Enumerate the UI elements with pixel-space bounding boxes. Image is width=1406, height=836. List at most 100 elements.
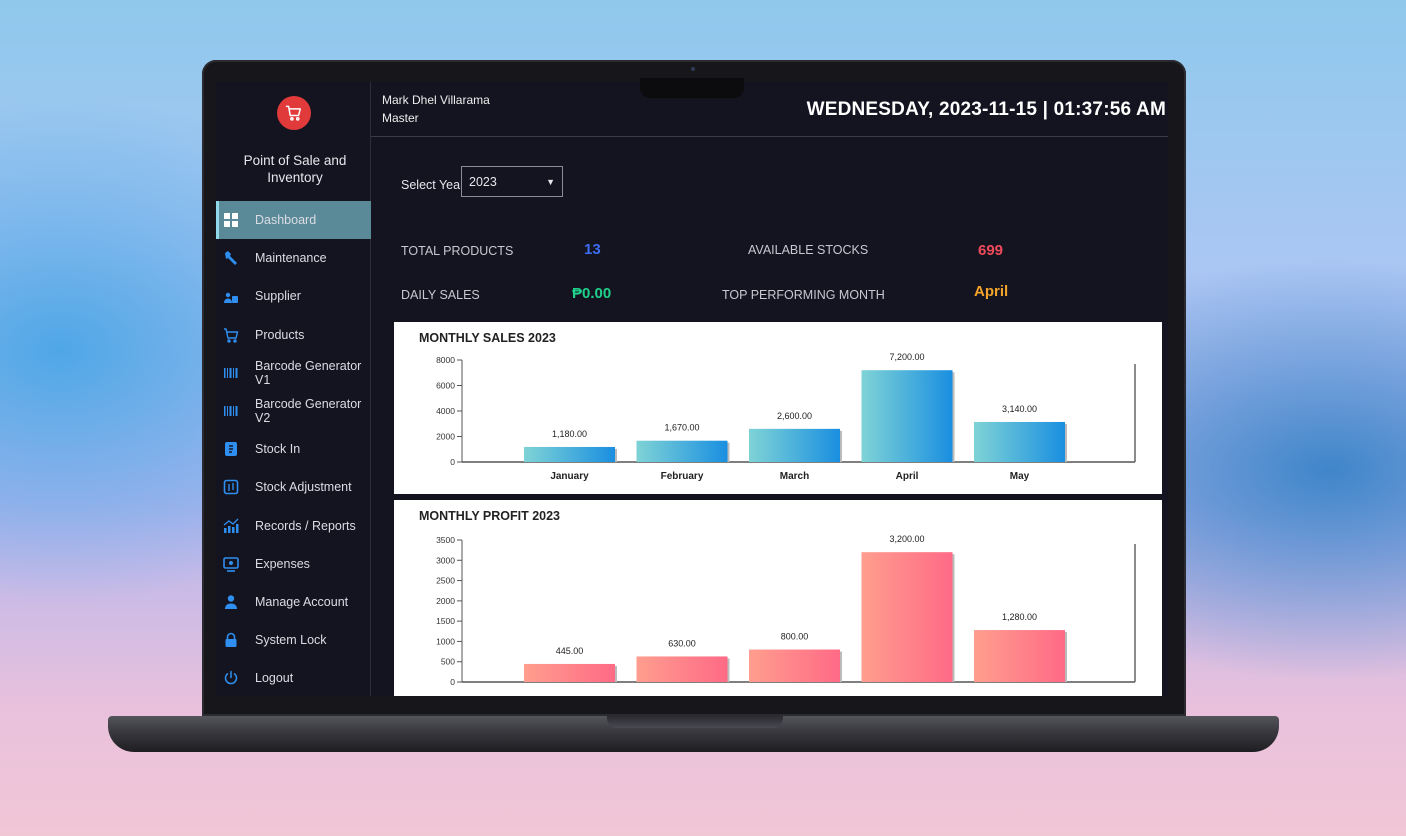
sidebar-item-label: Products: [255, 327, 305, 342]
sidebar-item-label: Stock In: [255, 442, 301, 457]
sidebar-item-label: Dashboard: [255, 213, 317, 228]
header: Mark Dhel Villarama Master WEDNESDAY, 20…: [371, 82, 1168, 137]
user-icon: [222, 593, 240, 611]
y-tick-label: 3000: [436, 555, 455, 565]
sidebar-item-products[interactable]: Products: [216, 316, 371, 354]
daily-sales-value: ₱0.00: [572, 285, 612, 302]
bar-may: [974, 630, 1065, 682]
dashboard-icon: [222, 211, 240, 229]
sidebar-item-label: Manage Account: [255, 594, 349, 609]
sidebar-item-logout[interactable]: Logout: [216, 659, 371, 696]
y-tick-label: 0: [450, 457, 455, 467]
sidebar-item-dashboard[interactable]: Dashboard: [216, 201, 371, 240]
daily-sales-label: DAILY SALES: [401, 288, 480, 302]
sidebar-item-label: Logout: [255, 671, 294, 686]
app-name: Point of Sale and Inventory: [243, 153, 347, 185]
app-window: Point of Sale and Inventory Dashboard Ma…: [216, 82, 1168, 696]
monthly-sales-chart: 0 2000 4000 6000 8000 1,180.00 January 1,670.00…: [394, 322, 1162, 494]
bar-january: [524, 446, 615, 462]
sidebar-item-label: Barcode Generator V2: [255, 397, 362, 426]
top-month-value: April: [974, 283, 1009, 300]
sidebar: Point of Sale and Inventory Dashboard Ma…: [216, 82, 371, 696]
wrench-icon: [222, 249, 240, 267]
y-tick-label: 4000: [436, 406, 455, 416]
sidebar-item-reports[interactable]: Records / Reports: [216, 507, 371, 545]
y-tick-label: 2500: [436, 576, 455, 586]
y-tick-label: 8000: [436, 355, 455, 365]
total-products-value: 13: [584, 241, 601, 258]
bar-may: [974, 421, 1065, 462]
available-stocks-label: AVAILABLE STOCKS: [748, 243, 869, 257]
year-select-value: 2023: [469, 174, 497, 189]
reports-icon: [222, 517, 240, 535]
x-tick-label: March: [780, 471, 809, 482]
select-year-label: Select Year: [401, 178, 465, 192]
sidebar-nav: Dashboard Maintenance Supplier Products …: [216, 201, 371, 696]
bar-march: [749, 428, 840, 462]
bar-april: [861, 370, 953, 462]
data-label: 800.00: [781, 632, 809, 642]
user-name: Mark Dhel Villarama: [382, 93, 490, 107]
data-label: 445.00: [556, 646, 584, 656]
data-label: 2,600.00: [777, 411, 812, 421]
power-icon: [222, 669, 240, 687]
data-label: 630.00: [668, 638, 696, 648]
stock-in-icon: [222, 440, 240, 458]
sidebar-item-stock-adjustment[interactable]: Stock Adjustment: [216, 468, 371, 506]
chevron-down-icon: ▼: [546, 176, 555, 187]
barcode-icon: [222, 364, 240, 382]
x-tick-label: May: [1010, 471, 1030, 482]
y-tick-label: 1000: [436, 636, 455, 646]
sidebar-item-system-lock[interactable]: System Lock: [216, 621, 371, 659]
expenses-icon: [222, 555, 240, 573]
y-tick-label: 3500: [436, 535, 455, 545]
cart-logo-icon: [277, 96, 311, 130]
bar-april: [861, 552, 953, 682]
dashboard-main: Select Year 2023 ▼ TOTAL PRODUCTS 13 AVA…: [371, 138, 1168, 696]
y-tick-label: 2000: [436, 432, 455, 442]
x-tick-label: January: [550, 471, 589, 482]
data-label: 7,200.00: [889, 352, 924, 362]
top-month-label: TOP PERFORMING MONTH: [722, 288, 885, 302]
data-label: 3,140.00: [1002, 404, 1037, 414]
sidebar-item-stock-in[interactable]: Stock In: [216, 430, 371, 468]
user-role: Master: [382, 111, 419, 125]
sidebar-item-expenses[interactable]: Expenses: [216, 545, 371, 583]
barcode-icon: [222, 402, 240, 420]
data-label: 3,200.00: [889, 534, 924, 544]
y-tick-label: 2000: [436, 596, 455, 606]
x-tick-label: February: [661, 471, 704, 482]
monthly-profit-chart: 0 500 1000 1500 2000 2500 3000 3500 445.00 630.00…: [394, 500, 1162, 696]
cart-icon: [222, 326, 240, 344]
data-label: 1,670.00: [664, 423, 699, 433]
sidebar-item-barcode-v1[interactable]: Barcode Generator V1: [216, 354, 371, 392]
data-label: 1,180.00: [552, 429, 587, 439]
available-stocks-value: 699: [978, 242, 1004, 259]
bar-february: [636, 656, 728, 682]
sidebar-item-manage-account[interactable]: Manage Account: [216, 583, 371, 621]
y-tick-label: 6000: [436, 381, 455, 391]
sidebar-item-barcode-v2[interactable]: Barcode Generator V2: [216, 392, 371, 430]
sidebar-item-supplier[interactable]: Supplier: [216, 277, 371, 315]
x-tick-label: April: [896, 471, 919, 482]
lock-icon: [222, 631, 240, 649]
sidebar-item-label: Supplier: [255, 289, 301, 304]
sidebar-item-label: Stock Adjustment: [255, 480, 352, 495]
supplier-icon: [222, 287, 240, 305]
laptop-notch: [640, 78, 744, 98]
y-tick-label: 0: [450, 677, 455, 687]
total-products-label: TOTAL PRODUCTS: [401, 244, 514, 258]
sidebar-item-label: Expenses: [255, 556, 310, 571]
y-tick-label: 1500: [436, 616, 455, 626]
sidebar-item-label: Maintenance: [255, 251, 327, 266]
sidebar-item-label: Barcode Generator V1: [255, 358, 362, 387]
year-select[interactable]: 2023 ▼: [461, 166, 563, 197]
monthly-sales-chart-svg: 0 2000 4000 6000 8000 1,180.00 January 1,670.00…: [436, 352, 1136, 482]
laptop-opening-groove: [607, 716, 783, 728]
stock-adjustment-icon: [222, 478, 240, 496]
y-tick-label: 500: [441, 657, 455, 667]
monthly-profit-title: MONTHLY PROFIT 2023: [419, 509, 561, 523]
bar-january: [524, 663, 615, 682]
monthly-profit-chart-svg: 0 500 1000 1500 2000 2500 3000 3500 445.00 630.00…: [436, 534, 1136, 687]
sidebar-item-maintenance[interactable]: Maintenance: [216, 239, 371, 277]
